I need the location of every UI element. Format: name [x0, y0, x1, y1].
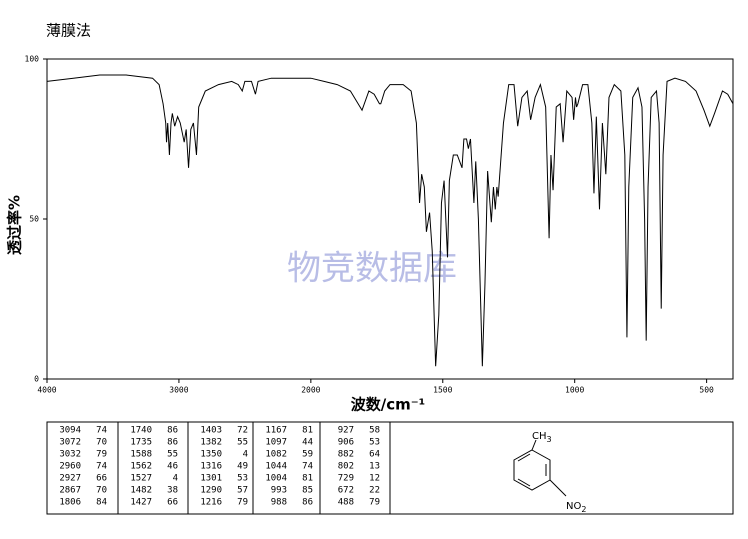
peak-transmittance: 81	[302, 426, 313, 436]
peak-wavenumber: 1350	[200, 450, 222, 460]
x-tick-label: 4000	[37, 386, 56, 395]
peak-wavenumber: 1167	[265, 426, 287, 436]
peak-transmittance: 44	[302, 438, 313, 448]
peak-wavenumber: 993	[271, 486, 287, 496]
peak-transmittance: 72	[237, 426, 248, 436]
peak-wavenumber: 1004	[265, 474, 287, 484]
peak-wavenumber: 1735	[130, 438, 152, 448]
peak-transmittance: 84	[96, 498, 107, 508]
substituent-label: NO2	[566, 501, 586, 514]
peak-wavenumber: 672	[338, 486, 354, 496]
peak-transmittance: 79	[237, 498, 248, 508]
subscript-text: 3	[547, 435, 552, 444]
group-text: CH	[532, 431, 547, 442]
peak-wavenumber: 3032	[59, 450, 81, 460]
peak-wavenumber: 1301	[200, 474, 222, 484]
peak-transmittance: 85	[302, 486, 313, 496]
peak-wavenumber: 1044	[265, 462, 287, 472]
peak-transmittance: 74	[302, 462, 313, 472]
peak-wavenumber: 1806	[59, 498, 81, 508]
peak-transmittance: 22	[369, 486, 380, 496]
bond	[531, 439, 537, 451]
y-axis-label: 透过率%	[6, 195, 24, 255]
x-tick-label: 1500	[433, 386, 452, 395]
peak-wavenumber: 1427	[130, 498, 152, 508]
plot-frame	[46, 58, 734, 380]
peak-wavenumber: 2960	[59, 462, 81, 472]
y-tick-label: 100	[25, 55, 40, 64]
group-text: NO	[566, 501, 581, 512]
peak-transmittance: 79	[369, 498, 380, 508]
peak-wavenumber: 488	[338, 498, 354, 508]
spectrum-line	[46, 74, 734, 367]
subscript-text: 2	[581, 505, 586, 514]
peak-wavenumber: 802	[338, 462, 354, 472]
peak-transmittance: 55	[237, 438, 248, 448]
peak-wavenumber: 3072	[59, 438, 81, 448]
peak-transmittance: 55	[167, 450, 178, 460]
peak-transmittance: 38	[167, 486, 178, 496]
peak-transmittance: 70	[96, 486, 107, 496]
peak-wavenumber: 1403	[200, 426, 222, 436]
peak-wavenumber: 906	[338, 438, 354, 448]
x-tick-label: 1000	[565, 386, 584, 395]
structure	[513, 439, 567, 497]
peak-transmittance: 59	[302, 450, 313, 460]
peak-wavenumber: 1097	[265, 438, 287, 448]
peak-transmittance: 70	[96, 438, 107, 448]
double-bond	[517, 478, 531, 487]
peak-wavenumber: 1316	[200, 462, 222, 472]
y-tick-label: 0	[34, 375, 39, 384]
peak-transmittance: 64	[369, 450, 380, 460]
watermark: 物竞数据库	[287, 249, 457, 289]
peak-transmittance: 13	[369, 462, 380, 472]
peak-wavenumber: 988	[271, 498, 287, 508]
peak-transmittance: 74	[96, 462, 107, 472]
peak-transmittance: 81	[302, 474, 313, 484]
peak-transmittance: 49	[237, 462, 248, 472]
peak-transmittance: 66	[167, 498, 178, 508]
peak-wavenumber: 1588	[130, 450, 152, 460]
y-tick-label: 50	[29, 215, 39, 224]
peak-transmittance: 86	[167, 438, 178, 448]
benzene-ring	[513, 449, 551, 491]
peak-wavenumber: 3094	[59, 426, 81, 436]
peak-transmittance: 74	[96, 426, 107, 436]
double-bond	[517, 453, 531, 462]
peak-wavenumber: 1527	[130, 474, 152, 484]
peak-wavenumber: 1382	[200, 438, 222, 448]
peak-wavenumber: 927	[338, 426, 354, 436]
peak-transmittance: 57	[237, 486, 248, 496]
peak-transmittance: 53	[237, 474, 248, 484]
x-tick-label: 3000	[169, 386, 188, 395]
peak-wavenumber: 1562	[130, 462, 152, 472]
peak-wavenumber: 1082	[265, 450, 287, 460]
peak-transmittance: 53	[369, 438, 380, 448]
x-tick-label: 2000	[301, 386, 320, 395]
peak-transmittance: 46	[167, 462, 178, 472]
peak-wavenumber: 1740	[130, 426, 152, 436]
peak-wavenumber: 1290	[200, 486, 222, 496]
peak-transmittance: 86	[302, 498, 313, 508]
peak-wavenumber: 882	[338, 450, 354, 460]
peak-wavenumber: 729	[338, 474, 354, 484]
peak-transmittance: 12	[369, 474, 380, 484]
peak-wavenumber: 1216	[200, 498, 222, 508]
x-tick-label: 500	[699, 386, 714, 395]
peak-transmittance: 86	[167, 426, 178, 436]
bond	[549, 479, 567, 497]
x-axis-label: 波数/cm⁻¹	[351, 396, 426, 414]
chart-title: 薄膜法	[46, 22, 91, 40]
peak-transmittance: 4	[243, 450, 248, 460]
peak-wavenumber: 1482	[130, 486, 152, 496]
peak-transmittance: 79	[96, 450, 107, 460]
substituent-label: CH3	[532, 431, 552, 444]
peak-wavenumber: 2927	[59, 474, 81, 484]
peak-wavenumber: 2867	[59, 486, 81, 496]
peak-transmittance: 66	[96, 474, 107, 484]
peak-transmittance: 4	[173, 474, 178, 484]
peak-transmittance: 58	[369, 426, 380, 436]
